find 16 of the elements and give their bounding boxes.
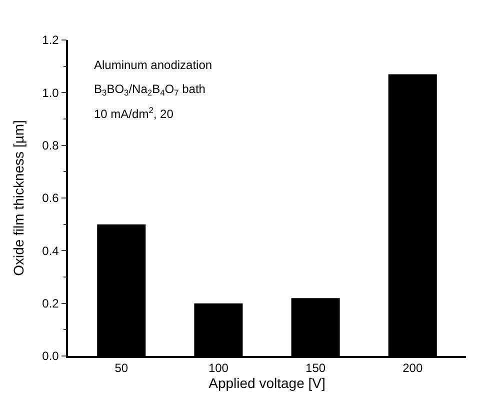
y-tick-label: 0.6: [42, 191, 60, 206]
annotation: 10 mA/dm$^{2}$, 20: [94, 105, 174, 122]
x-tick-label: 150: [306, 361, 326, 376]
x-axis-title: Applied voltage [V]: [208, 375, 326, 392]
y-tick-label: 0.0: [42, 349, 60, 364]
y-tick-label: 0.4: [42, 244, 60, 258]
x-tick-label: 100: [208, 361, 229, 376]
y-tick-label: 0.2: [42, 296, 60, 311]
x-tick-label: 200: [402, 361, 423, 376]
y-axis-title: Oxide film thickness [µm]: [10, 120, 26, 276]
text: B$_{3}$BO$_{3}$/Na$_{2}$B$_{4}$O$_{7}$ bath: [94, 82, 206, 98]
y-tick-label: 0.8: [42, 138, 60, 153]
annotation: Aluminum anodization: [94, 58, 212, 72]
y-tick-label: 1.2: [42, 33, 60, 48]
y-tick-label: 1.0: [42, 86, 60, 100]
x-tick-label: 50: [114, 361, 128, 376]
